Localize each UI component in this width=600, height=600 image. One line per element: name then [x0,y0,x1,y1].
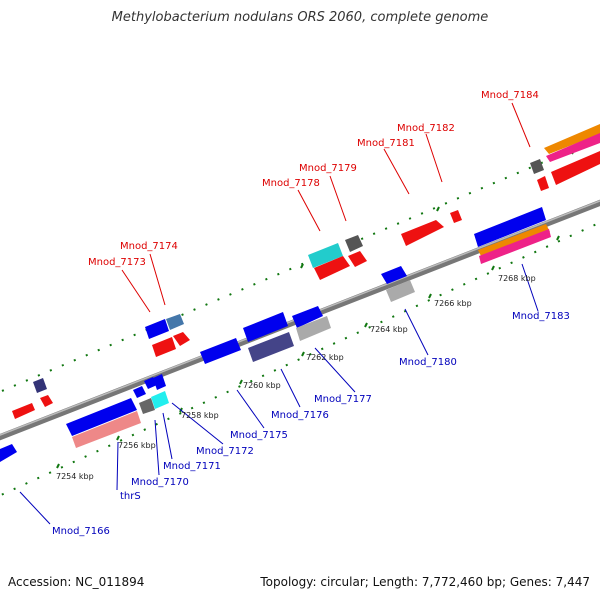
scale-tick-label: 7254 kbp [56,472,94,481]
gene-label: thrS [120,491,141,502]
major-ticks [56,149,575,469]
gene-label: Mnod_7179 [299,163,357,174]
gene-label: Mnod_7166 [52,526,110,537]
gene-label: Mnod_7181 [357,138,415,149]
scale-tick-label: 7256 kbp [118,441,156,450]
gene-label: Mnod_7178 [262,178,320,189]
scale-tick-label: 7258 kbp [181,411,219,420]
top-leader-lines [121,102,531,313]
topology-text: Topology: circular; Length: 7,772,460 bp… [260,575,590,589]
gene-arrow [12,403,35,419]
gene-label: Mnod_7177 [314,394,372,405]
accession-text: Accession: NC_011894 [8,575,145,589]
gene-label: Mnod_7175 [230,430,288,441]
scale-tick-label: 7260 kbp [243,381,281,390]
gene-label: Mnod_7171 [163,461,221,472]
gene-label: Mnod_7184 [481,90,539,101]
scale-tick-label: 7264 kbp [370,325,408,334]
upper-track-guide [0,137,600,393]
page-title: Methylobacterium nodulans ORS 2060, comp… [111,10,489,25]
scale-tick-label: 7268 kbp [498,274,536,283]
bottom-leader-lines [19,263,539,525]
gene-label: Mnod_7172 [196,446,254,457]
scale-labels: 7254 kbp 7256 kbp 7258 kbp 7260 kbp 7262… [56,274,536,481]
gene-label: Mnod_7180 [399,357,457,368]
gene-label: Mnod_7182 [397,123,455,134]
scale-tick-label: 7262 kbp [306,353,344,362]
gene-label: Mnod_7176 [271,410,329,421]
gene-label: Mnod_7170 [131,477,189,488]
gene-label: Mnod_7173 [88,257,146,268]
scale-tick-label: 7266 kbp [434,299,472,308]
gene-label: Mnod_7183 [512,311,570,322]
gene-features [0,124,600,462]
gene-label: Mnod_7174 [120,241,178,252]
bottom-gene-labels: Mnod_7166 thrS Mnod_7170 Mnod_7171 Mnod_… [52,311,570,537]
top-gene-labels: Mnod_7173 Mnod_7174 Mnod_7178 Mnod_7179 … [88,90,539,268]
